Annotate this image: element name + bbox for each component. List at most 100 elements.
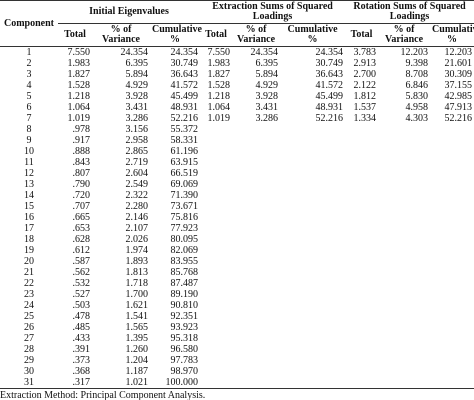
- value-cell: 98.970: [170, 366, 199, 377]
- empty-cell: [378, 146, 430, 157]
- value-cell: 90.810: [170, 300, 199, 311]
- value-cell: 1.204: [125, 355, 149, 366]
- value-cell: 48.931: [315, 102, 344, 113]
- value-cell: 7.550: [207, 47, 231, 58]
- empty-cell: [430, 278, 474, 289]
- empty-cell: [345, 179, 378, 190]
- value-cell: .433: [72, 333, 91, 344]
- value-cell: .888: [72, 146, 91, 157]
- component-cell: 26: [24, 322, 34, 333]
- value-cell: .368: [72, 366, 91, 377]
- empty-cell: [200, 179, 232, 190]
- component-cell: 27: [24, 333, 34, 344]
- table-row: 20 .587 1.893 83.955: [0, 256, 474, 267]
- value-cell: 52.216: [444, 113, 473, 124]
- empty-cell: [430, 179, 474, 190]
- empty-cell: [345, 234, 378, 245]
- empty-cell: [280, 289, 345, 300]
- value-cell: .917: [72, 135, 91, 146]
- value-cell: 63.915: [170, 157, 199, 168]
- value-cell: 1.218: [207, 91, 231, 102]
- value-cell: 36.643: [170, 69, 199, 80]
- value-cell: 93.923: [170, 322, 199, 333]
- value-cell: .807: [72, 168, 91, 179]
- value-cell: .843: [72, 157, 91, 168]
- value-cell: 1.893: [125, 256, 149, 267]
- empty-cell: [345, 289, 378, 300]
- value-cell: .527: [72, 289, 91, 300]
- value-cell: 3.431: [255, 102, 279, 113]
- table-row: 2 1.983 6.395 30.749 1.983 6.395 30.749 2.913 9.…: [0, 58, 474, 69]
- component-cell: 2: [26, 58, 32, 69]
- value-cell: 1.334: [353, 113, 377, 124]
- value-cell: 2.865: [125, 146, 149, 157]
- value-cell: 3.431: [125, 102, 149, 113]
- empty-cell: [200, 212, 232, 223]
- empty-cell: [200, 168, 232, 179]
- empty-cell: [280, 234, 345, 245]
- empty-cell: [430, 223, 474, 234]
- table-row: 14 .720 2.322 71.390: [0, 190, 474, 201]
- empty-cell: [430, 146, 474, 157]
- value-cell: 2.958: [125, 135, 149, 146]
- value-cell: 2.604: [125, 168, 149, 179]
- empty-cell: [232, 146, 280, 157]
- value-cell: .790: [72, 179, 91, 190]
- value-cell: 41.572: [170, 80, 199, 91]
- empty-cell: [232, 333, 280, 344]
- empty-cell: [378, 278, 430, 289]
- table-row: 27 .433 1.395 95.318: [0, 333, 474, 344]
- value-cell: 2.280: [125, 201, 149, 212]
- component-cell: 11: [24, 157, 34, 168]
- empty-cell: [232, 223, 280, 234]
- empty-cell: [378, 289, 430, 300]
- value-cell: 1.064: [67, 102, 91, 113]
- component-cell: 21: [24, 267, 34, 278]
- table-row: 10 .888 2.865 61.196: [0, 146, 474, 157]
- empty-cell: [430, 157, 474, 168]
- empty-cell: [280, 267, 345, 278]
- component-cell: 31: [0, 377, 58, 389]
- table-row: 11 .843 2.719 63.915: [0, 157, 474, 168]
- component-cell: 19: [24, 245, 34, 256]
- component-cell: 23: [24, 289, 34, 300]
- empty-cell: [200, 366, 232, 377]
- empty-cell: [200, 322, 232, 333]
- value-cell: 80.095: [170, 234, 199, 245]
- empty-cell: [345, 267, 378, 278]
- table-row: 26 .485 1.565 93.923: [0, 322, 474, 333]
- empty-cell: [200, 234, 232, 245]
- empty-cell: [378, 157, 430, 168]
- empty-cell: [200, 157, 232, 168]
- value-cell: 3.286: [255, 113, 279, 124]
- empty-cell: [232, 322, 280, 333]
- empty-cell: [430, 377, 474, 389]
- value-cell: 24.354: [120, 47, 149, 58]
- component-header: Component: [0, 0, 58, 47]
- value-cell: 4.303: [405, 113, 429, 124]
- value-cell: 3.928: [255, 91, 279, 102]
- table-row: 8 .978 3.156 55.372: [0, 124, 474, 135]
- value-cell: 6.395: [255, 58, 279, 69]
- component-cell: 6: [26, 102, 32, 113]
- variance-table: Component Initial Eigenvalues Extraction S…: [0, 0, 474, 389]
- value-cell: 69.069: [170, 179, 199, 190]
- empty-cell: [232, 124, 280, 135]
- empty-cell: [430, 168, 474, 179]
- empty-cell: [200, 201, 232, 212]
- value-cell: 1.537: [353, 102, 377, 113]
- value-cell: 2.146: [125, 212, 149, 223]
- empty-cell: [200, 344, 232, 355]
- empty-cell: [280, 168, 345, 179]
- empty-cell: [280, 190, 345, 201]
- empty-cell: [378, 311, 430, 322]
- value-cell: 85.768: [170, 267, 199, 278]
- empty-cell: [232, 212, 280, 223]
- empty-cell: [378, 256, 430, 267]
- empty-cell: [430, 135, 474, 146]
- component-cell: 14: [24, 190, 34, 201]
- value-cell: 96.580: [170, 344, 199, 355]
- value-cell: 9.398: [405, 58, 429, 69]
- empty-cell: [280, 366, 345, 377]
- value-cell: 77.923: [170, 223, 199, 234]
